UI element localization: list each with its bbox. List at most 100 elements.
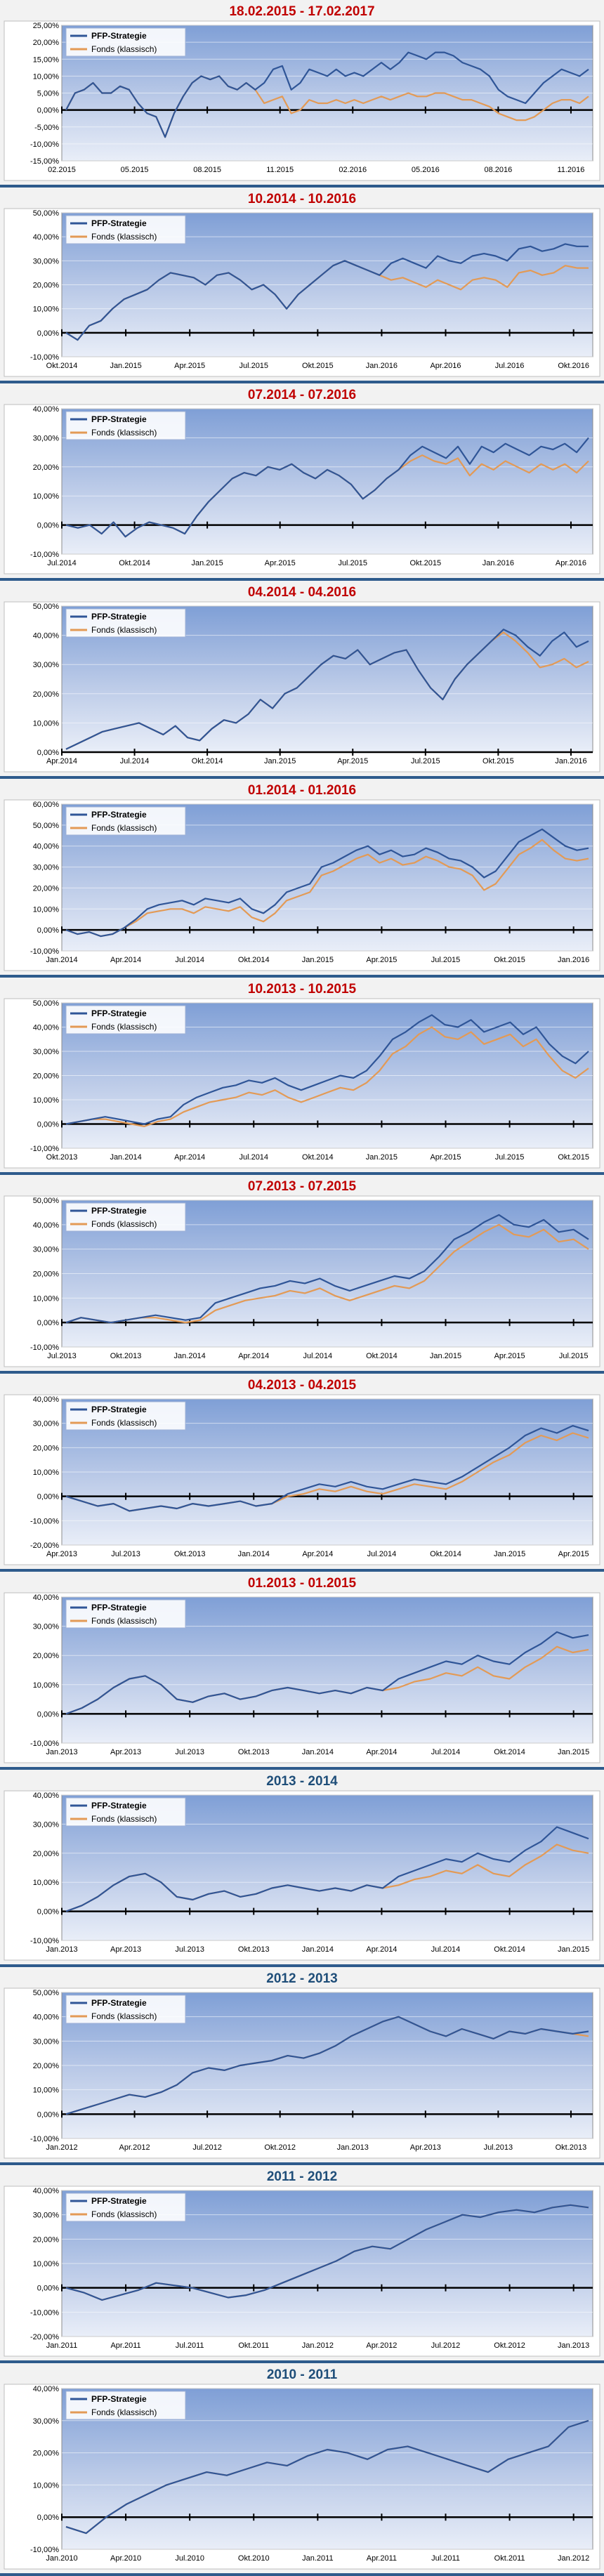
x-tick-label: Jul.2014 [120,757,150,765]
chart-title: 2012 - 2013 [266,1971,338,1986]
legend-label-fund: Fonds (klassisch) [91,2011,157,2021]
x-tick-label: Apr.2015 [174,362,205,370]
chart-title: 18.02.2015 - 17.02.2017 [229,4,375,19]
legend-label-strategy: PFP-Strategie [91,810,147,820]
series-line-pfp-strategie [65,1826,589,1912]
x-tick-label: Okt.2014 [366,1352,398,1360]
panel-divider [0,578,604,581]
x-tick-label: Apr.2015 [265,559,296,567]
x-tick-label: Jan.2014 [302,1945,334,1954]
y-tick-label: 10,00% [33,1096,60,1105]
series-line-fonds-klassisch [65,839,589,938]
panel-divider [0,1569,604,1572]
series-line-fonds-klassisch [65,1223,589,1324]
series-line-fonds-klassisch [65,1026,589,1127]
legend-label-fund: Fonds (klassisch) [91,1219,157,1229]
legend: PFP-Strategie Fonds (klassisch) [65,2193,186,2222]
x-tick-label: Okt.2011 [238,2341,269,2350]
y-tick-label: 50,00% [33,1197,60,1205]
panel-divider [0,776,604,779]
y-tick-label: 10,00% [33,1681,60,1690]
x-tick-label: Jan.2012 [46,2143,77,2152]
x-tick-label: Okt.2015 [409,559,441,567]
x-tick-label: Okt.2010 [238,2554,270,2563]
x-tick-label: Jul.2013 [111,1550,140,1558]
y-tick-label: 30,00% [33,1048,60,1056]
legend-label-strategy: PFP-Strategie [91,1603,147,1612]
legend: PFP-Strategie Fonds (klassisch) [65,1599,186,1629]
x-tick-label: Jul.2013 [175,1748,204,1756]
legend-box [65,806,186,836]
x-tick-label: Apr.2014 [110,956,141,964]
x-tick-label: Jan.2015 [558,1748,589,1756]
x-tick-label: Apr.2015 [366,956,397,964]
chart-panel: 01.2014 - 01.2016 60,00% 50,00% 40,00% 30,00… [0,779,604,978]
legend-box [65,1995,186,2024]
x-tick-label: Jul.2014 [367,1550,397,1558]
y-tick-label: 0,00% [37,2110,59,2119]
y-tick-label: 10,00% [33,1879,60,1887]
y-tick-label: 0,00% [37,1319,59,1327]
series-line-pfp-strategie [65,828,589,938]
legend-label-strategy: PFP-Strategie [91,1405,147,1414]
y-tick-label: 10,00% [33,2481,60,2490]
series-line-pfp-strategie [65,2419,589,2535]
y-tick-label: 15,00% [33,55,60,64]
y-tick-label: 40,00% [33,405,60,414]
x-tick-label: Okt.2016 [558,362,589,370]
legend-label-fund: Fonds (klassisch) [91,823,157,833]
legend: PFP-Strategie Fonds (klassisch) [65,1797,186,1827]
chart-title: 07.2013 - 07.2015 [247,1179,357,1194]
y-tick-label: 50,00% [33,999,60,1008]
y-tick-label: 0,00% [37,1710,59,1719]
x-tick-label: 02.2015 [48,166,76,174]
x-tick-label: Okt.2012 [494,2341,525,2350]
legend-box [65,2193,186,2222]
x-tick-label: Okt.2015 [302,362,334,370]
y-tick-label: 40,00% [33,2385,60,2393]
x-tick-label: Okt.2014 [238,956,270,964]
chart-title: 07.2014 - 07.2016 [247,388,357,402]
chart-panel: 04.2014 - 04.2016 50,00% 40,00% 30,00% 20,00… [0,581,604,779]
y-tick-label: -10,00% [30,551,59,559]
x-tick-label: Apr.2016 [430,362,461,370]
y-tick-label: -10,00% [30,1740,59,1748]
x-tick-label: Okt.2015 [494,956,525,964]
x-tick-label: Jul.2015 [559,1352,589,1360]
x-tick-label: Jul.2013 [484,2143,513,2152]
y-tick-label: 0,00% [37,1493,59,1501]
x-tick-label: Apr.2014 [302,1550,333,1558]
y-tick-label: 10,00% [33,905,60,914]
x-tick-label: Jul.2015 [239,362,268,370]
x-tick-label: Jul.2014 [303,1352,333,1360]
legend-box [65,608,186,638]
y-tick-label: 30,00% [33,2037,60,2046]
y-tick-label: 10,00% [33,305,60,314]
y-tick-label: 20,00% [33,39,60,47]
chart-panel: 2013 - 2014 40,00% 30,00% 20,00% 10,00% 0,00%… [0,1770,604,1967]
line-chart: 25,00% 20,00% 15,00% 10,00% 5,00% 0,00% -5,00%… [4,20,600,181]
x-tick-label: Jan.2014 [110,1153,141,1162]
y-tick-label: 0,00% [37,329,59,338]
x-tick-label: Jul.2011 [176,2341,204,2350]
x-tick-label: Apr.2014 [366,1945,397,1954]
chart-title: 04.2014 - 04.2016 [247,585,357,600]
y-tick-label: 20,00% [33,1270,60,1279]
x-tick-label: Jan.2014 [174,1352,206,1360]
x-tick-label: Apr.2015 [430,1153,461,1162]
x-tick-label: Jan.2015 [302,956,334,964]
y-tick-label: -10,00% [30,1937,59,1945]
x-tick-label: Jan.2014 [238,1550,270,1558]
x-tick-label: Jan.2014 [46,956,77,964]
y-tick-label: 40,00% [33,233,60,242]
legend-label-fund: Fonds (klassisch) [91,2209,157,2219]
legend-label-fund: Fonds (klassisch) [91,1616,157,1626]
x-tick-label: Apr.2012 [119,2143,150,2152]
x-tick-label: Jul.2014 [239,1153,268,1162]
y-tick-label: 50,00% [33,603,60,611]
panel-divider [0,1964,604,1967]
legend-label-strategy: PFP-Strategie [91,1801,147,1811]
legend: PFP-Strategie Fonds (klassisch) [65,608,186,638]
x-tick-label: 08.2016 [484,166,512,174]
y-tick-label: 30,00% [33,1246,60,1254]
